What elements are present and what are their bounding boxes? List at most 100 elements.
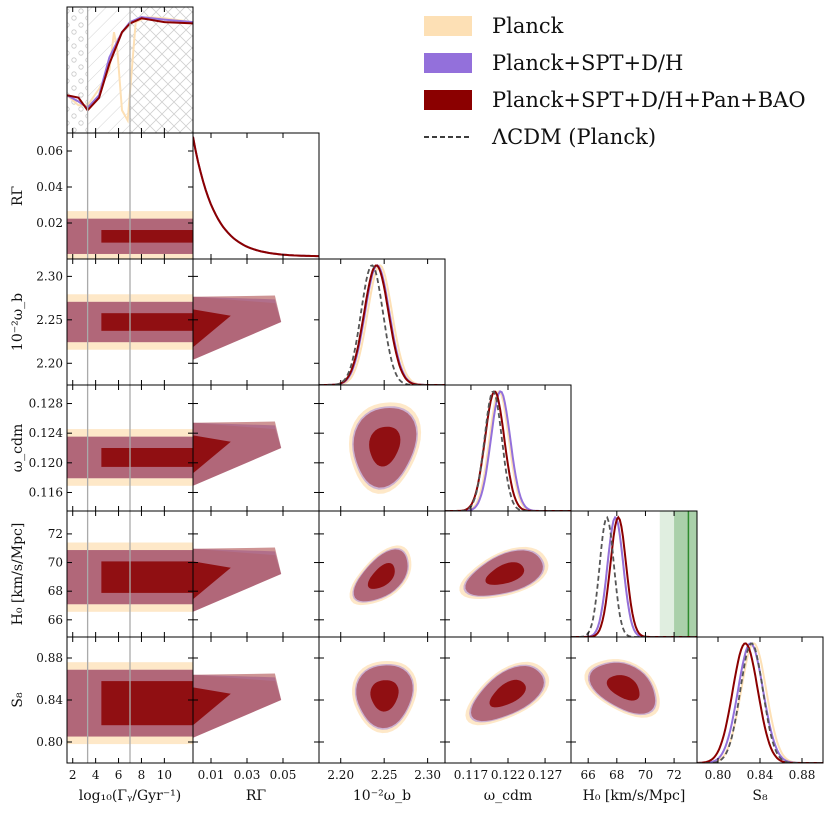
y-axis-label-RGamma: RΓ [10,186,26,207]
contour-outer-Planck [193,422,282,486]
x-tick-label: 0.88 [789,768,816,782]
contour-inner-Planck+SPT+D/H+Pan+BAO [193,309,231,348]
contour-outer-Planck [193,296,282,360]
panel-RGamma-RGamma [192,132,320,260]
contour-inner-Planck+SPT+D/H+Pan+BAO [101,561,193,593]
panel-RGamma-omegab [192,258,320,386]
y-tick-label: 0.128 [29,397,63,411]
x-tick-label: 4 [92,768,100,782]
panel-RGamma-H0 [192,510,320,638]
x-tick-label: 0.80 [705,768,732,782]
marginal-Planck+SPT+D/H [319,264,445,385]
marginal-Planck+SPT+D/H+Pan+BAO [445,390,571,511]
contour-inner-Planck+SPT+D/H+Pan+BAO [101,448,193,467]
panel-omegab-omegacdm [318,384,446,512]
contour-inner-Planck+SPT+D/H+Pan+BAO [101,313,193,331]
y-axis-label-omegab: 10⁻²ω_b [10,293,26,351]
contour-inner-Planck+SPT+D/H+Pan+BAO [489,679,526,708]
legend-label-3: ΛCDM (Planck) [491,125,656,149]
marginal-Planck [193,136,319,258]
y-tick-label: 70 [48,556,63,570]
panel-logGamma-omegacdm [66,384,194,512]
y-tick-label: 0.116 [29,485,63,499]
y-axis-label-S8: S₈ [10,692,26,708]
y-tick-label: 0.88 [36,651,63,665]
contour-inner-Planck+SPT+D/H+Pan+BAO [367,563,395,589]
x-axis-label-H0: H₀ [km/s/Mpc] [583,788,686,804]
x-axis-label-omegab: 10⁻²ω_b [353,788,411,804]
contour-outer-Planck+SPT+D/H [193,548,282,612]
y-tick-label: 66 [48,613,63,627]
marginal-Planck+SPT+D/H+Pan+BAO [319,264,445,385]
contour-inner-Planck+SPT+D/H+Pan+BAO [369,426,401,467]
y-tick-label: 0.04 [36,180,63,194]
panel-omegacdm-H0 [444,510,572,638]
y-tick-label: 0.02 [36,216,63,230]
x-tick-label: 0.117 [454,768,488,782]
panel-RGamma-omegacdm [192,384,320,512]
panel-logGamma-omegab [66,258,194,386]
x-axis-label-RGamma: RΓ [246,788,267,804]
region-cross [130,7,193,133]
legend: Planck Planck+SPT+D/H Planck+SPT+D/H+Pan+B… [424,14,806,149]
x-tick-label: 0.122 [491,768,525,782]
marginal-Planck+SPT+D/H+Pan+BAO [193,136,319,258]
contour-outer-Planck+SPT+D/H+Pan+BAO [193,673,282,738]
h0-band-inner [674,511,697,637]
panel-frame [444,384,572,512]
panel-omegab-omegab [318,258,446,386]
contour-inner-Planck+SPT+D/H+Pan+BAO [370,680,399,712]
contour-inner-Planck+SPT+D/H+Pan+BAO [193,435,231,474]
region-circles [67,7,88,133]
legend-swatch-0 [424,16,472,36]
marginal-ΛCDM (Planck) [319,264,445,385]
x-tick-label: 0.127 [528,768,562,782]
panel-logGamma-H0 [66,510,194,638]
contour-inner-Planck+SPT+D/H+Pan+BAO [485,562,525,585]
marginal-ΛCDM (Planck) [445,390,571,511]
y-tick-label: 2.30 [36,269,63,283]
h0-band-outer [659,511,697,637]
x-axis-label-S8: S₈ [752,788,768,804]
y-tick-label: 68 [48,584,63,598]
x-tick-label: 68 [609,768,624,782]
panel-RGamma-S8 [192,636,320,764]
contour-outer-Planck+SPT+D/H+Pan+BAO [193,421,282,486]
x-tick-label: 0.03 [234,768,261,782]
x-axis-label-logGamma: log₁₀(Γᵧ/Gyr⁻¹) [79,788,182,804]
y-axis-label-omegacdm: ω_cdm [10,424,26,473]
x-tick-label: 6 [115,768,123,782]
x-tick-label: 2.30 [414,768,441,782]
x-axis-label-omegacdm: ω_cdm [484,788,533,804]
marginal-Planck [445,390,571,511]
y-tick-label: 0.124 [29,426,64,440]
contour-outer-Planck+SPT+D/H [193,296,282,360]
y-tick-label: 0.84 [36,693,63,707]
x-tick-label: 0.01 [198,768,225,782]
marginal-Planck+SPT+D/H [445,390,571,511]
marginal-Planck+SPT+D/H [193,136,319,258]
x-tick-label: 0.84 [747,768,774,782]
panel-S8-S8 [696,636,824,764]
x-tick-label: 70 [638,768,653,782]
y-tick-label: 0.80 [36,735,63,749]
contour-outer-Planck+SPT+D/H [193,422,282,486]
contour-inner-Planck+SPT+D/H+Pan+BAO [193,687,231,726]
marginal-Planck [319,264,445,385]
legend-label-1: Planck+SPT+D/H [492,51,683,75]
legend-label-2: Planck+SPT+D/H+Pan+BAO [492,88,806,112]
x-tick-label: 0.05 [270,768,297,782]
contour-inner-Planck+SPT+D/H+Pan+BAO [193,561,231,600]
contour-outer-Planck [193,674,282,738]
y-tick-label: 0.06 [36,144,63,158]
x-tick-label: 2.25 [371,768,398,782]
contour-inner-Planck+SPT+D/H+Pan+BAO [606,675,640,701]
y-tick-label: 2.20 [36,356,63,370]
x-tick-label: 2.20 [327,768,354,782]
legend-label-0: Planck [492,14,564,38]
marginal-Planck+SPT+D/H+Pan+BAO [67,17,193,112]
y-axis-label-H0: H₀ [km/s/Mpc] [10,523,26,626]
panel-omegacdm-omegacdm [444,384,572,512]
panel-frame [192,132,320,260]
